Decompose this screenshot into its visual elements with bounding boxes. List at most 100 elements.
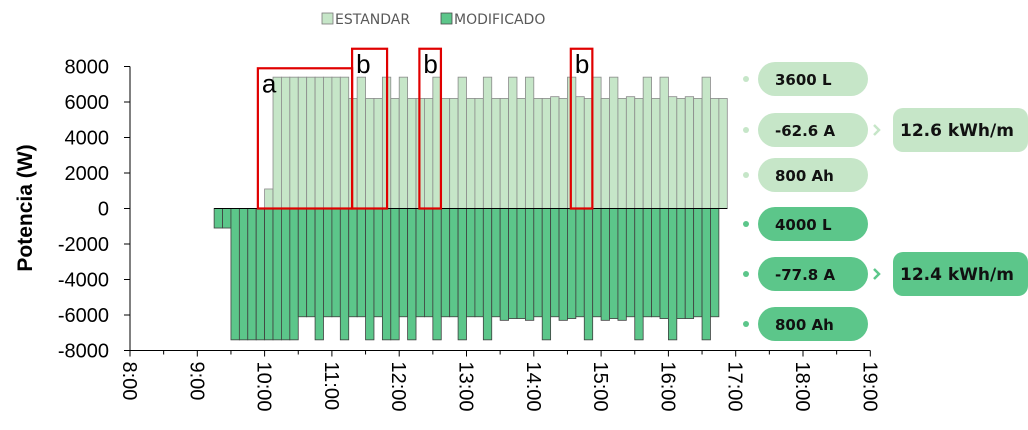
bar-modificado [693,208,703,318]
annotation-box-b [569,47,594,210]
bar-estandar [482,76,493,209]
y-tick-label: -4000 [58,270,109,292]
x-tick-label: 9:00 [185,362,207,401]
y-tick-labels: 8000 6000 4000 2000 0 -2000 -4000 -6000 -8000 [58,57,109,363]
bar-modificado [541,208,552,341]
bar-estandar [575,96,585,209]
bar-estandar [390,98,400,209]
bar-estandar [651,98,661,209]
bar-modificado [466,208,476,318]
bar-estandar [676,98,686,209]
pill-text-estandar: -62.6 A [775,122,835,140]
bar-estandar [508,76,518,209]
bar-modificado [264,208,274,341]
bar-estandar [474,98,484,209]
bar-estandar [558,98,568,209]
pill-text-modificado: -77.8 A [775,266,835,284]
bar-modificado [381,208,392,341]
bar-estandar [323,76,333,209]
bar-modificado [491,208,501,318]
bar-estandar [550,96,560,209]
bar-modificado [289,208,299,341]
panel-group-estandar: 3600 L -62.6 A 800 Ah 12.6 kWh/m [743,62,1028,192]
y-tick-label: -8000 [58,341,109,363]
pill-estandar [758,113,868,147]
y-tick-label: 2000 [65,163,110,185]
bar-modificado [524,208,535,321]
bar-estandar [457,76,467,209]
energy-text-modificado: 12.4 kWh/m [900,265,1014,285]
bar-modificado [634,208,644,341]
bar-modificado [247,208,257,341]
annotation-label-a: a [262,68,277,98]
pill-estandar [758,62,868,96]
bar-estandar [365,98,375,209]
bar-estandar [600,98,610,209]
bar-modificado [625,208,636,318]
bar-estandar [449,98,459,209]
x-tick-label: 10:00 [253,362,275,412]
x-tick-label: 15:00 [589,362,611,412]
bar-estandar [424,98,434,209]
legend: ESTANDAR MODIFICADO [321,12,545,28]
bar-estandar [684,96,695,209]
bar-estandar [499,98,509,209]
bar-modificado [238,208,249,341]
bar-modificado [373,208,383,318]
bar-modificado [323,208,333,318]
bar-modificado [508,208,518,319]
bar-estandar [516,98,526,209]
bar-estandar [306,76,316,209]
bar-modificado [668,208,678,341]
bar-modificado [339,208,350,341]
y-tick-label: -6000 [58,305,109,327]
x-tick-label: 11:00 [320,362,342,411]
bar-modificado [424,208,434,318]
bar-modificado [449,208,459,318]
bullet-dot [743,76,749,82]
x-tick-labels: 8:00 9:00 10:00 11:00 12:00 13:00 14:00 15:00 16… [118,362,880,412]
pill-text-estandar: 800 Ah [775,167,834,185]
bar-estandar [710,98,720,209]
annotation-label-b: b [575,49,589,79]
legend-swatch-estandar [321,12,334,25]
pill-text-estandar: 3600 L [775,71,832,89]
annotation-label-b: b [356,49,370,79]
bar-estandar [609,76,619,209]
bar-estandar [701,76,711,209]
y-tick-label: 6000 [65,92,110,114]
bar-modificado [516,208,526,319]
annotation-label-b: b [423,49,437,79]
bar-estandar [356,76,366,209]
pill-text-modificado: 800 Ah [775,316,834,334]
bar-modificado [306,208,316,318]
pill-estandar [758,158,868,192]
bar-modificado [558,208,568,321]
bar-estandar [642,76,652,209]
bar-modificado [701,208,711,341]
bar-modificado [684,208,695,319]
x-tick-label: 18:00 [791,362,813,412]
bar-estandar [440,98,451,209]
bar-estandar [625,96,636,209]
bullet-dot [743,172,749,178]
bullet-dot [743,221,749,227]
bar-modificado [398,208,409,318]
bar-modificado [230,208,240,341]
series-estandar [264,76,728,209]
panel-group-modificado: 4000 L -77.8 A 800 Ah 12.4 kWh/m [743,207,1028,341]
bar-modificado [533,208,543,318]
axes [124,66,871,357]
series-modificado [213,208,720,341]
bar-modificado [255,208,266,341]
bar-modificado [331,208,341,318]
legend-label-modificado: MODIFICADO [454,12,545,28]
y-axis-label: Potencia (W) [14,144,37,271]
bar-estandar [331,76,341,209]
bar-estandar [339,76,350,209]
bar-modificado [297,208,308,318]
bar-modificado [642,208,652,318]
bar-estandar [541,98,552,209]
bar-modificado [710,208,720,318]
bar-modificado [407,208,417,341]
